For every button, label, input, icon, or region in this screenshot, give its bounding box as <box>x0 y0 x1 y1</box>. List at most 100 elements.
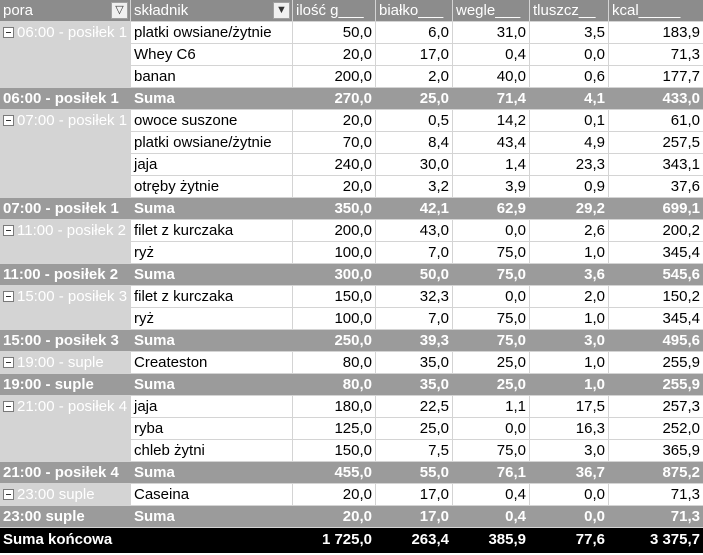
value-cell[interactable]: 71,3 <box>670 486 700 503</box>
column-header-ilosc[interactable]: ilość g___ <box>293 0 376 21</box>
collapse-minus-icon[interactable] <box>3 114 14 126</box>
grand-total-cell[interactable]: 77,6 <box>530 528 609 553</box>
value-cell[interactable]: 0,4 <box>453 44 530 65</box>
value-cell[interactable]: 25,0 <box>376 88 453 109</box>
grand-total-cell[interactable]: 385,9 <box>453 528 530 553</box>
column-header-bialko[interactable]: białko___ <box>376 0 453 21</box>
value-cell[interactable]: 17,5 <box>530 396 609 417</box>
value-cell[interactable]: 20,0 <box>293 110 376 131</box>
column-header-pora[interactable]: pora ▽ <box>0 0 131 21</box>
value-cell[interactable]: 75,0 <box>453 264 530 285</box>
value-cell[interactable]: 0,0 <box>530 506 609 527</box>
column-header-tluszcz[interactable]: tluszcz__ <box>530 0 609 21</box>
value-cell[interactable]: 365,9 <box>662 442 700 459</box>
group-label-empty[interactable] <box>0 308 131 329</box>
ingredient-cell[interactable]: ryż <box>131 242 293 263</box>
group-subtotal-label[interactable]: 06:00 - posiłek 1 <box>0 88 131 109</box>
value-cell[interactable]: 150,2 <box>662 288 700 305</box>
value-cell[interactable]: 75,0 <box>453 308 530 329</box>
value-cell[interactable]: 257,3 <box>662 398 700 415</box>
ingredient-cell[interactable]: Createston <box>131 352 293 373</box>
value-cell[interactable]: 2,6 <box>530 220 609 241</box>
value-cell[interactable]: 7,0 <box>376 242 453 263</box>
subtotal-caption[interactable]: Suma <box>131 506 293 527</box>
value-cell[interactable]: 50,0 <box>376 264 453 285</box>
subtotal-caption[interactable]: Suma <box>131 198 293 219</box>
collapse-minus-icon[interactable] <box>3 290 14 302</box>
value-cell[interactable]: 43,0 <box>376 220 453 241</box>
value-cell[interactable]: 200,0 <box>293 66 376 87</box>
value-cell[interactable]: 3,9 <box>453 176 530 197</box>
value-cell[interactable]: 100,0 <box>293 308 376 329</box>
ingredient-cell[interactable]: chleb żytni <box>131 440 293 461</box>
value-cell[interactable]: 50,0 <box>293 22 376 43</box>
value-cell[interactable]: 433,0 <box>662 90 700 107</box>
value-cell[interactable]: 20,0 <box>293 484 376 505</box>
value-cell[interactable]: 17,0 <box>376 44 453 65</box>
value-cell[interactable]: 20,0 <box>293 44 376 65</box>
ingredient-cell[interactable]: jaja <box>131 154 293 175</box>
subtotal-caption[interactable]: Suma <box>131 264 293 285</box>
value-cell[interactable]: 180,0 <box>293 396 376 417</box>
value-cell[interactable]: 0,4 <box>453 506 530 527</box>
value-cell[interactable]: 25,0 <box>453 352 530 373</box>
ingredient-cell[interactable]: Caseina <box>131 484 293 505</box>
collapse-minus-icon[interactable] <box>3 400 14 412</box>
group-label-empty[interactable] <box>0 418 131 439</box>
ingredient-cell[interactable]: filet z kurczaka <box>131 220 293 241</box>
value-cell[interactable]: 455,0 <box>293 462 376 483</box>
group-label[interactable]: 06:00 - posiłek 1 <box>0 22 131 43</box>
value-cell[interactable]: 1,1 <box>453 396 530 417</box>
value-cell[interactable]: 3,0 <box>530 440 609 461</box>
value-cell[interactable]: 100,0 <box>293 242 376 263</box>
value-cell[interactable]: 7,0 <box>376 308 453 329</box>
value-cell[interactable]: 43,4 <box>453 132 530 153</box>
group-label[interactable]: 23:00 suple <box>0 484 131 505</box>
value-cell[interactable]: 14,2 <box>453 110 530 131</box>
group-label-empty[interactable] <box>0 154 131 175</box>
ingredient-cell[interactable]: otręby żytnie <box>131 176 293 197</box>
column-header-wegle[interactable]: wegle___ <box>453 0 530 21</box>
value-cell[interactable]: 6,0 <box>376 22 453 43</box>
value-cell[interactable]: 4,1 <box>530 88 609 109</box>
value-cell[interactable]: 31,0 <box>453 22 530 43</box>
column-header-kcal[interactable]: kcal_____ <box>609 0 703 21</box>
value-cell[interactable]: 150,0 <box>293 440 376 461</box>
value-cell[interactable]: 200,0 <box>293 220 376 241</box>
value-cell[interactable]: 55,0 <box>376 462 453 483</box>
value-cell[interactable]: 1,0 <box>530 242 609 263</box>
value-cell[interactable]: 20,0 <box>293 506 376 527</box>
value-cell[interactable]: 23,3 <box>530 154 609 175</box>
value-cell[interactable]: 345,4 <box>662 310 700 327</box>
value-cell[interactable]: 2,0 <box>530 286 609 307</box>
value-cell[interactable]: 343,1 <box>662 156 700 173</box>
value-cell[interactable]: 25,0 <box>453 374 530 395</box>
ingredient-cell[interactable]: platki owsiane/żytnie <box>131 22 293 43</box>
value-cell[interactable]: 345,4 <box>662 244 700 261</box>
value-cell[interactable]: 29,2 <box>530 198 609 219</box>
group-label[interactable]: 15:00 - posiłek 3 <box>0 286 131 307</box>
value-cell[interactable]: 0,6 <box>530 66 609 87</box>
ingredient-cell[interactable]: owoce suszone <box>131 110 293 131</box>
value-cell[interactable]: 270,0 <box>293 88 376 109</box>
value-cell[interactable]: 17,0 <box>376 484 453 505</box>
value-cell[interactable]: 0,4 <box>453 484 530 505</box>
value-cell[interactable]: 30,0 <box>376 154 453 175</box>
group-label-empty[interactable] <box>0 132 131 153</box>
value-cell[interactable]: 75,0 <box>453 440 530 461</box>
ingredient-cell[interactable]: ryż <box>131 308 293 329</box>
group-label-empty[interactable] <box>0 242 131 263</box>
value-cell[interactable]: 35,0 <box>376 374 453 395</box>
value-cell[interactable]: 252,0 <box>662 420 700 437</box>
group-label[interactable]: 07:00 - posiłek 1 <box>0 110 131 131</box>
value-cell[interactable]: 545,6 <box>662 266 700 283</box>
value-cell[interactable]: 0,1 <box>530 110 609 131</box>
value-cell[interactable]: 7,5 <box>376 440 453 461</box>
grand-total-label[interactable]: Suma końcowa <box>0 528 293 553</box>
value-cell[interactable]: 350,0 <box>293 198 376 219</box>
value-cell[interactable]: 255,9 <box>662 376 700 393</box>
value-cell[interactable]: 71,3 <box>670 46 700 63</box>
collapse-minus-icon[interactable] <box>3 224 14 236</box>
group-label-empty[interactable] <box>0 44 131 65</box>
ingredient-cell[interactable]: Whey C6 <box>131 44 293 65</box>
